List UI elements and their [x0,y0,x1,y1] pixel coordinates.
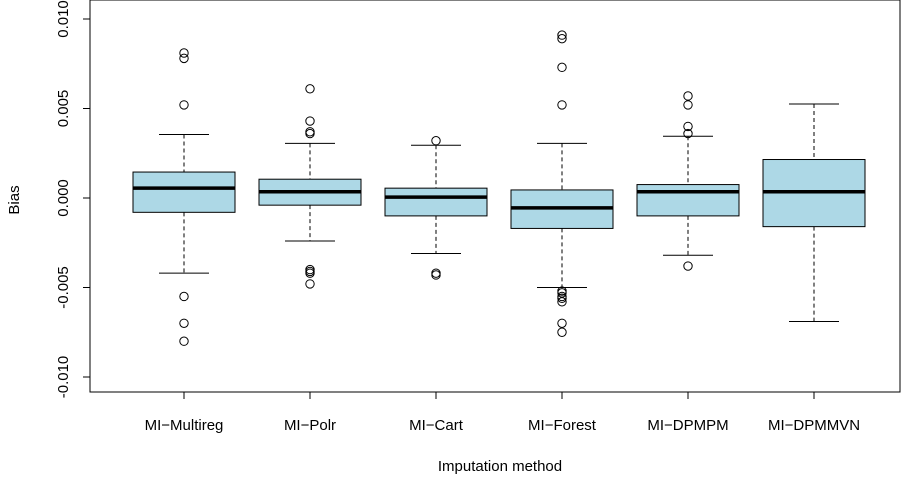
outlier-point [557,293,567,303]
outlier-point [557,288,567,298]
x-tick-label: MI−DPMMVN [768,417,860,434]
box-iqr [132,171,236,213]
outlier-point [557,297,567,307]
outlier-point [683,261,693,271]
y-tick-label: 0.005 [55,90,72,128]
outlier-point [431,136,441,146]
x-tick-label: MI−Multireg [145,417,224,434]
outlier-point [305,279,315,289]
outlier-point [179,318,189,328]
outlier-point [305,84,315,94]
outlier-point [431,270,441,280]
outlier-point [305,266,315,277]
outlier-point [683,121,693,132]
outlier-point [683,91,693,101]
outlier-point [557,62,567,73]
outlier-point [557,318,567,328]
outlier-point [305,268,315,278]
y-tick-label: 0.000 [55,179,72,217]
outlier-point [305,128,315,139]
outlier-point [305,127,315,137]
outlier-point [179,336,189,346]
x-axis-label: Imputation method [438,458,562,475]
outlier-point [683,128,693,139]
x-tick-label: MI−DPMPM [647,417,728,434]
box-iqr [636,184,740,217]
y-axis-label: Bias [6,185,23,214]
outlier-point [557,100,567,110]
y-tick-label: -0.005 [55,266,72,309]
y-tick-label: -0.010 [55,356,72,399]
outlier-point [557,30,567,40]
x-tick-label: MI−Polr [284,417,336,434]
box-iqr [384,187,488,217]
outlier-point [179,291,189,302]
outlier-point [179,48,189,58]
outlier-point [305,116,315,126]
outlier-point [431,268,441,278]
plot-area: -0.010 -0.005 0.000 0.005 0.010 MI−Multireg MI… [55,0,901,434]
outlier-point [557,327,567,337]
outlier-point [179,53,189,64]
y-tick-label: 0.010 [55,0,72,38]
outlier-point [179,100,189,110]
x-tick-label: MI−Forest [528,417,597,434]
x-tick-label: MI−Cart [409,417,464,434]
outlier-point [557,33,567,44]
outlier-point [683,100,693,110]
plot-frame [89,0,901,393]
